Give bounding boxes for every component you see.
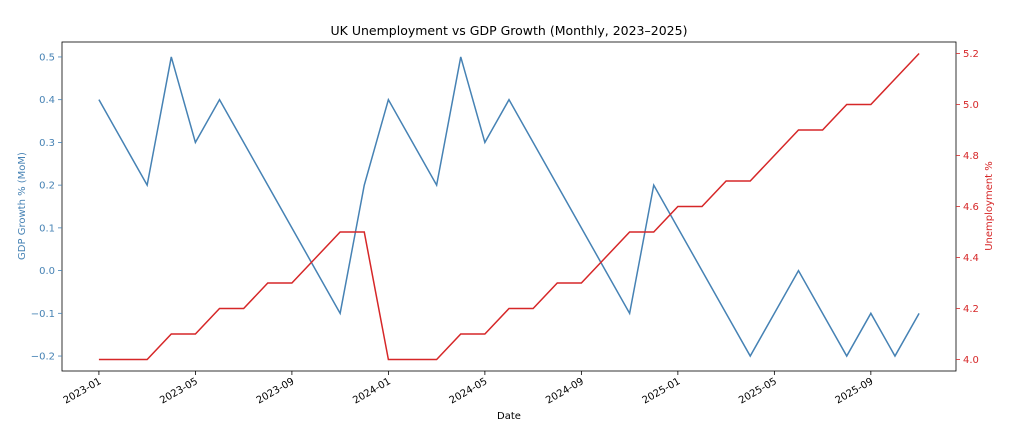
left-y-tick-label: 0.2 [39,181,55,192]
x-tick-label: 2025-05 [737,376,779,406]
x-tick-label: 2025-09 [834,376,876,406]
x-axis-label: Date [497,411,521,422]
x-tick-label: 2024-01 [351,376,393,406]
x-axis: 2023-01 2023-05 2023-09 2024-01 2024-05 2024-… [62,371,876,406]
right-y-tick-label: 4.2 [963,304,979,315]
plot-area [61,41,957,372]
left-y-axis-label: GDP Growth % (MoM) [17,152,28,260]
right-y-tick-label: 5.0 [963,100,979,111]
right-y-axis-label: Unemployment % [984,161,995,251]
plot-frame [61,41,957,372]
series-line-left [98,56,920,358]
left-y-tick-label: 0.3 [39,138,55,149]
left-y-tick-label: 0.0 [39,266,55,277]
left-y-axis: 0.5 0.4 0.3 0.2 0.1 0.0 −0.1 −0.2 [31,52,62,363]
x-tick-label: 2023-09 [255,376,297,406]
x-tick-label: 2025-01 [641,376,683,406]
left-y-tick-label: −0.2 [31,352,55,363]
right-y-tick-label: 4.8 [963,151,979,162]
x-tick-label: 2023-01 [62,376,104,406]
left-y-tick-label: 0.1 [39,223,55,234]
right-y-tick-label: 5.2 [963,49,979,60]
x-tick-label: 2024-09 [544,376,586,406]
right-y-tick-label: 4.0 [963,355,979,366]
series-line-right [98,52,920,361]
chart-title: UK Unemployment vs GDP Growth (Monthly, … [331,23,688,38]
left-y-tick-label: −0.1 [31,309,55,320]
left-y-tick-label: 0.5 [39,52,55,63]
x-tick-label: 2024-05 [448,376,490,406]
x-tick-label: 2023-05 [158,376,200,406]
left-y-tick-label: 0.4 [39,95,55,106]
right-y-axis: 5.2 5.0 4.8 4.6 4.4 4.2 4.0 [956,49,979,366]
right-y-tick-label: 4.6 [963,202,979,213]
right-y-tick-label: 4.4 [963,253,979,264]
